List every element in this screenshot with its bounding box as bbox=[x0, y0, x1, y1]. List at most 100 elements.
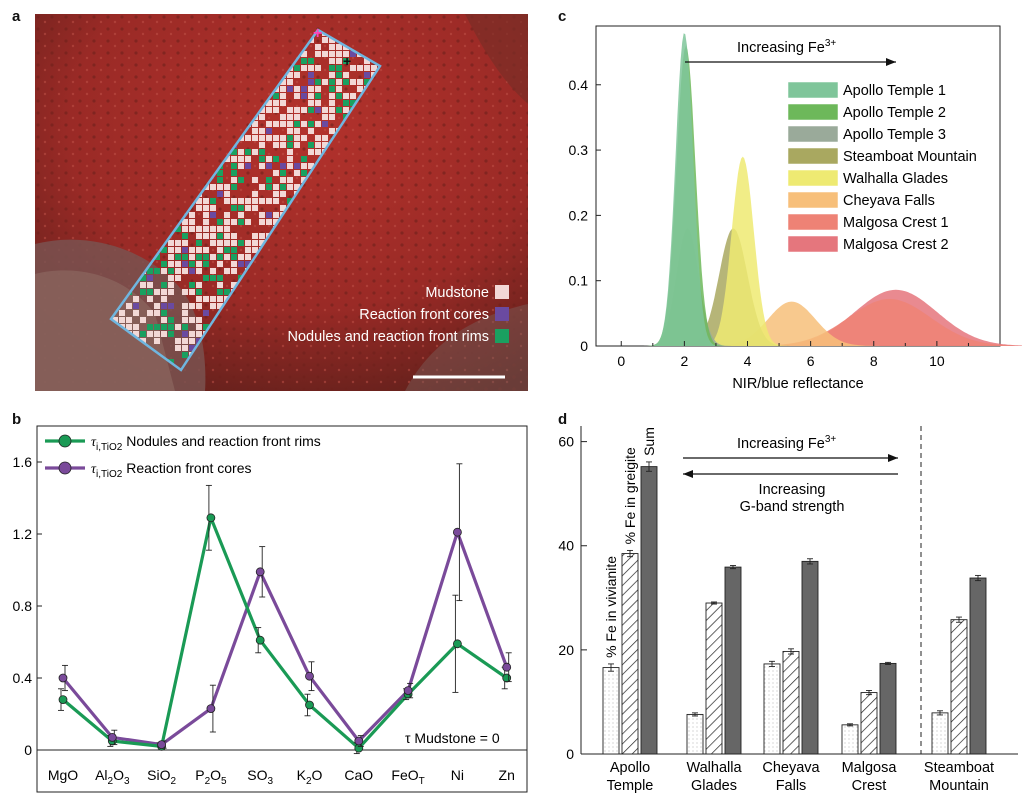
legend-c-swatch bbox=[787, 147, 839, 165]
data-point bbox=[58, 695, 68, 705]
bar-dots bbox=[686, 713, 704, 755]
x-tick-label-d: Malgosa bbox=[842, 760, 898, 776]
x-tick-label-b: SiO2 bbox=[147, 767, 176, 787]
x-tick-label-b: SO3 bbox=[247, 767, 273, 787]
x-tick-label-d: Falls bbox=[776, 778, 807, 794]
x-tick-label-b: FeOT bbox=[391, 767, 424, 787]
false-color-image-panel: + + Mudstone Reaction front cores Nodules … bbox=[35, 14, 528, 391]
histogram-6 bbox=[725, 299, 1022, 346]
mudstone-annotation: τ Mudstone = 0 bbox=[405, 730, 500, 746]
y-tick-label-b: 0.4 bbox=[13, 670, 33, 686]
legend-c-label: Malgosa Crest 2 bbox=[843, 237, 949, 253]
x-tick-label-d: Crest bbox=[852, 778, 887, 794]
tau-line-chart: 0 0.4 0.8 1.2 1.6 MgO Al2O3 SiO2 P2O5 SO3 K2O CaO Fe… bbox=[13, 425, 528, 793]
legend-a-label: Mudstone bbox=[425, 285, 489, 301]
y-tick-label-c: 0 bbox=[580, 338, 588, 354]
y-tick-label-b: 1.6 bbox=[13, 454, 33, 470]
x-tick-label-b: Zn bbox=[499, 767, 515, 783]
x-tick-label-b: Ni bbox=[451, 767, 464, 783]
legend-c-label: Walhalla Glades bbox=[843, 171, 948, 187]
legend-b-label: τi,TiO2 Reaction front cores bbox=[91, 460, 252, 480]
y-tick-label-b: 0.8 bbox=[13, 598, 33, 614]
histogram-5 bbox=[697, 301, 887, 346]
data-point bbox=[354, 736, 364, 746]
legend-a: Mudstone Reaction front cores Nodules and … bbox=[288, 285, 509, 345]
x-tick-label-d: Apollo bbox=[610, 760, 650, 776]
data-point bbox=[502, 662, 512, 672]
series-line-0 bbox=[61, 516, 508, 750]
data-point bbox=[452, 639, 462, 649]
x-tick-label-c: 2 bbox=[680, 353, 688, 369]
gband-label-line2: G-band strength bbox=[740, 499, 845, 515]
legend-c-swatch bbox=[787, 169, 839, 187]
data-point bbox=[255, 567, 265, 577]
histogram-0 bbox=[649, 33, 720, 347]
x-tick-label-b: CaO bbox=[344, 767, 373, 783]
legend-c-label: Apollo Temple 1 bbox=[843, 83, 946, 99]
marker-cross-pink: + bbox=[313, 25, 322, 42]
histogram-4 bbox=[698, 156, 787, 346]
bar-hatch bbox=[950, 619, 968, 755]
legend-a-swatch bbox=[495, 285, 509, 299]
legend-a-swatch bbox=[495, 307, 509, 321]
x-axis-title-c: NIR/blue reflectance bbox=[732, 376, 863, 392]
legend-a-swatch bbox=[495, 329, 509, 343]
data-point bbox=[305, 700, 314, 710]
bar-hatch bbox=[705, 602, 723, 755]
y-tick-label-d: 60 bbox=[558, 434, 574, 450]
bar-hatch bbox=[860, 692, 878, 755]
bar-dots bbox=[841, 724, 859, 755]
y-tick-label-b: 1.2 bbox=[13, 526, 33, 542]
y-tick-label-c: 0.3 bbox=[569, 142, 589, 158]
legend-c-swatch bbox=[787, 125, 839, 143]
analysis-outline bbox=[109, 28, 382, 372]
data-point bbox=[305, 671, 314, 681]
x-tick-label-d: Glades bbox=[691, 778, 737, 794]
panel-label-d: d bbox=[558, 411, 568, 428]
legend-a-label: Nodules and reaction front rims bbox=[288, 329, 490, 345]
bar-dots bbox=[931, 712, 949, 755]
panel-label-c: c bbox=[558, 8, 567, 25]
y-tick-label-d: 40 bbox=[558, 538, 574, 554]
x-tick-label-c: 6 bbox=[807, 353, 815, 369]
x-tick-label-d: Walhalla bbox=[686, 760, 742, 776]
legend-c-swatch bbox=[787, 235, 839, 253]
legend-c-swatch bbox=[787, 213, 839, 231]
data-point bbox=[255, 635, 265, 645]
data-point bbox=[354, 743, 364, 753]
y-tick-label-c: 0.2 bbox=[569, 207, 589, 223]
data-point bbox=[157, 740, 167, 750]
data-point bbox=[403, 686, 413, 696]
x-tick-label-d: Cheyava bbox=[762, 760, 820, 776]
y-tick-label-c: 0.1 bbox=[569, 273, 589, 289]
bar-hatch bbox=[621, 553, 639, 755]
bar-hatch bbox=[782, 650, 800, 755]
bar-solid bbox=[724, 566, 742, 755]
data-point bbox=[206, 704, 216, 714]
data-point bbox=[107, 732, 117, 742]
x-tick-label-b: Al2O3 bbox=[95, 767, 130, 787]
legend-b-label: τi,TiO2 Nodules and reaction front rims bbox=[91, 433, 321, 453]
x-tick-label-c: 0 bbox=[617, 353, 625, 369]
legend-c-label: Apollo Temple 3 bbox=[843, 127, 946, 143]
iron-bar-chart: 0 20 40 60 Apollo Temple Walhalla Glades Cheyava… bbox=[558, 426, 1018, 794]
fe3-arrow-label-d: Increasing Fe3+ bbox=[737, 434, 836, 452]
data-point bbox=[58, 673, 68, 683]
data-point bbox=[452, 527, 462, 537]
y-tick-label-b: 0 bbox=[24, 742, 32, 758]
x-tick-label-d: Steamboat bbox=[924, 760, 994, 776]
x-tick-label-d: Mountain bbox=[929, 778, 989, 794]
x-tick-label-b: P2O5 bbox=[195, 767, 227, 787]
data-point bbox=[502, 673, 512, 683]
x-tick-label-c: 10 bbox=[929, 353, 945, 369]
series-label-d: % Fe in vivianite bbox=[603, 556, 619, 658]
legend-c-swatch bbox=[787, 103, 839, 121]
y-tick-label-d: 20 bbox=[558, 642, 574, 658]
series-label-d: Sum bbox=[641, 427, 657, 456]
y-tick-label-d: 0 bbox=[566, 746, 574, 762]
marker-cross-black: + bbox=[343, 53, 351, 69]
legend-c-swatch bbox=[787, 191, 839, 209]
histogram-chart: 0 2 4 6 8 10 0 0.1 0.2 0.3 0.4 Apollo Temple 1 Apol… bbox=[569, 25, 1022, 392]
x-tick-label-c: 8 bbox=[870, 353, 878, 369]
fe3-arrow-label-c: Increasing Fe3+ bbox=[737, 38, 836, 56]
